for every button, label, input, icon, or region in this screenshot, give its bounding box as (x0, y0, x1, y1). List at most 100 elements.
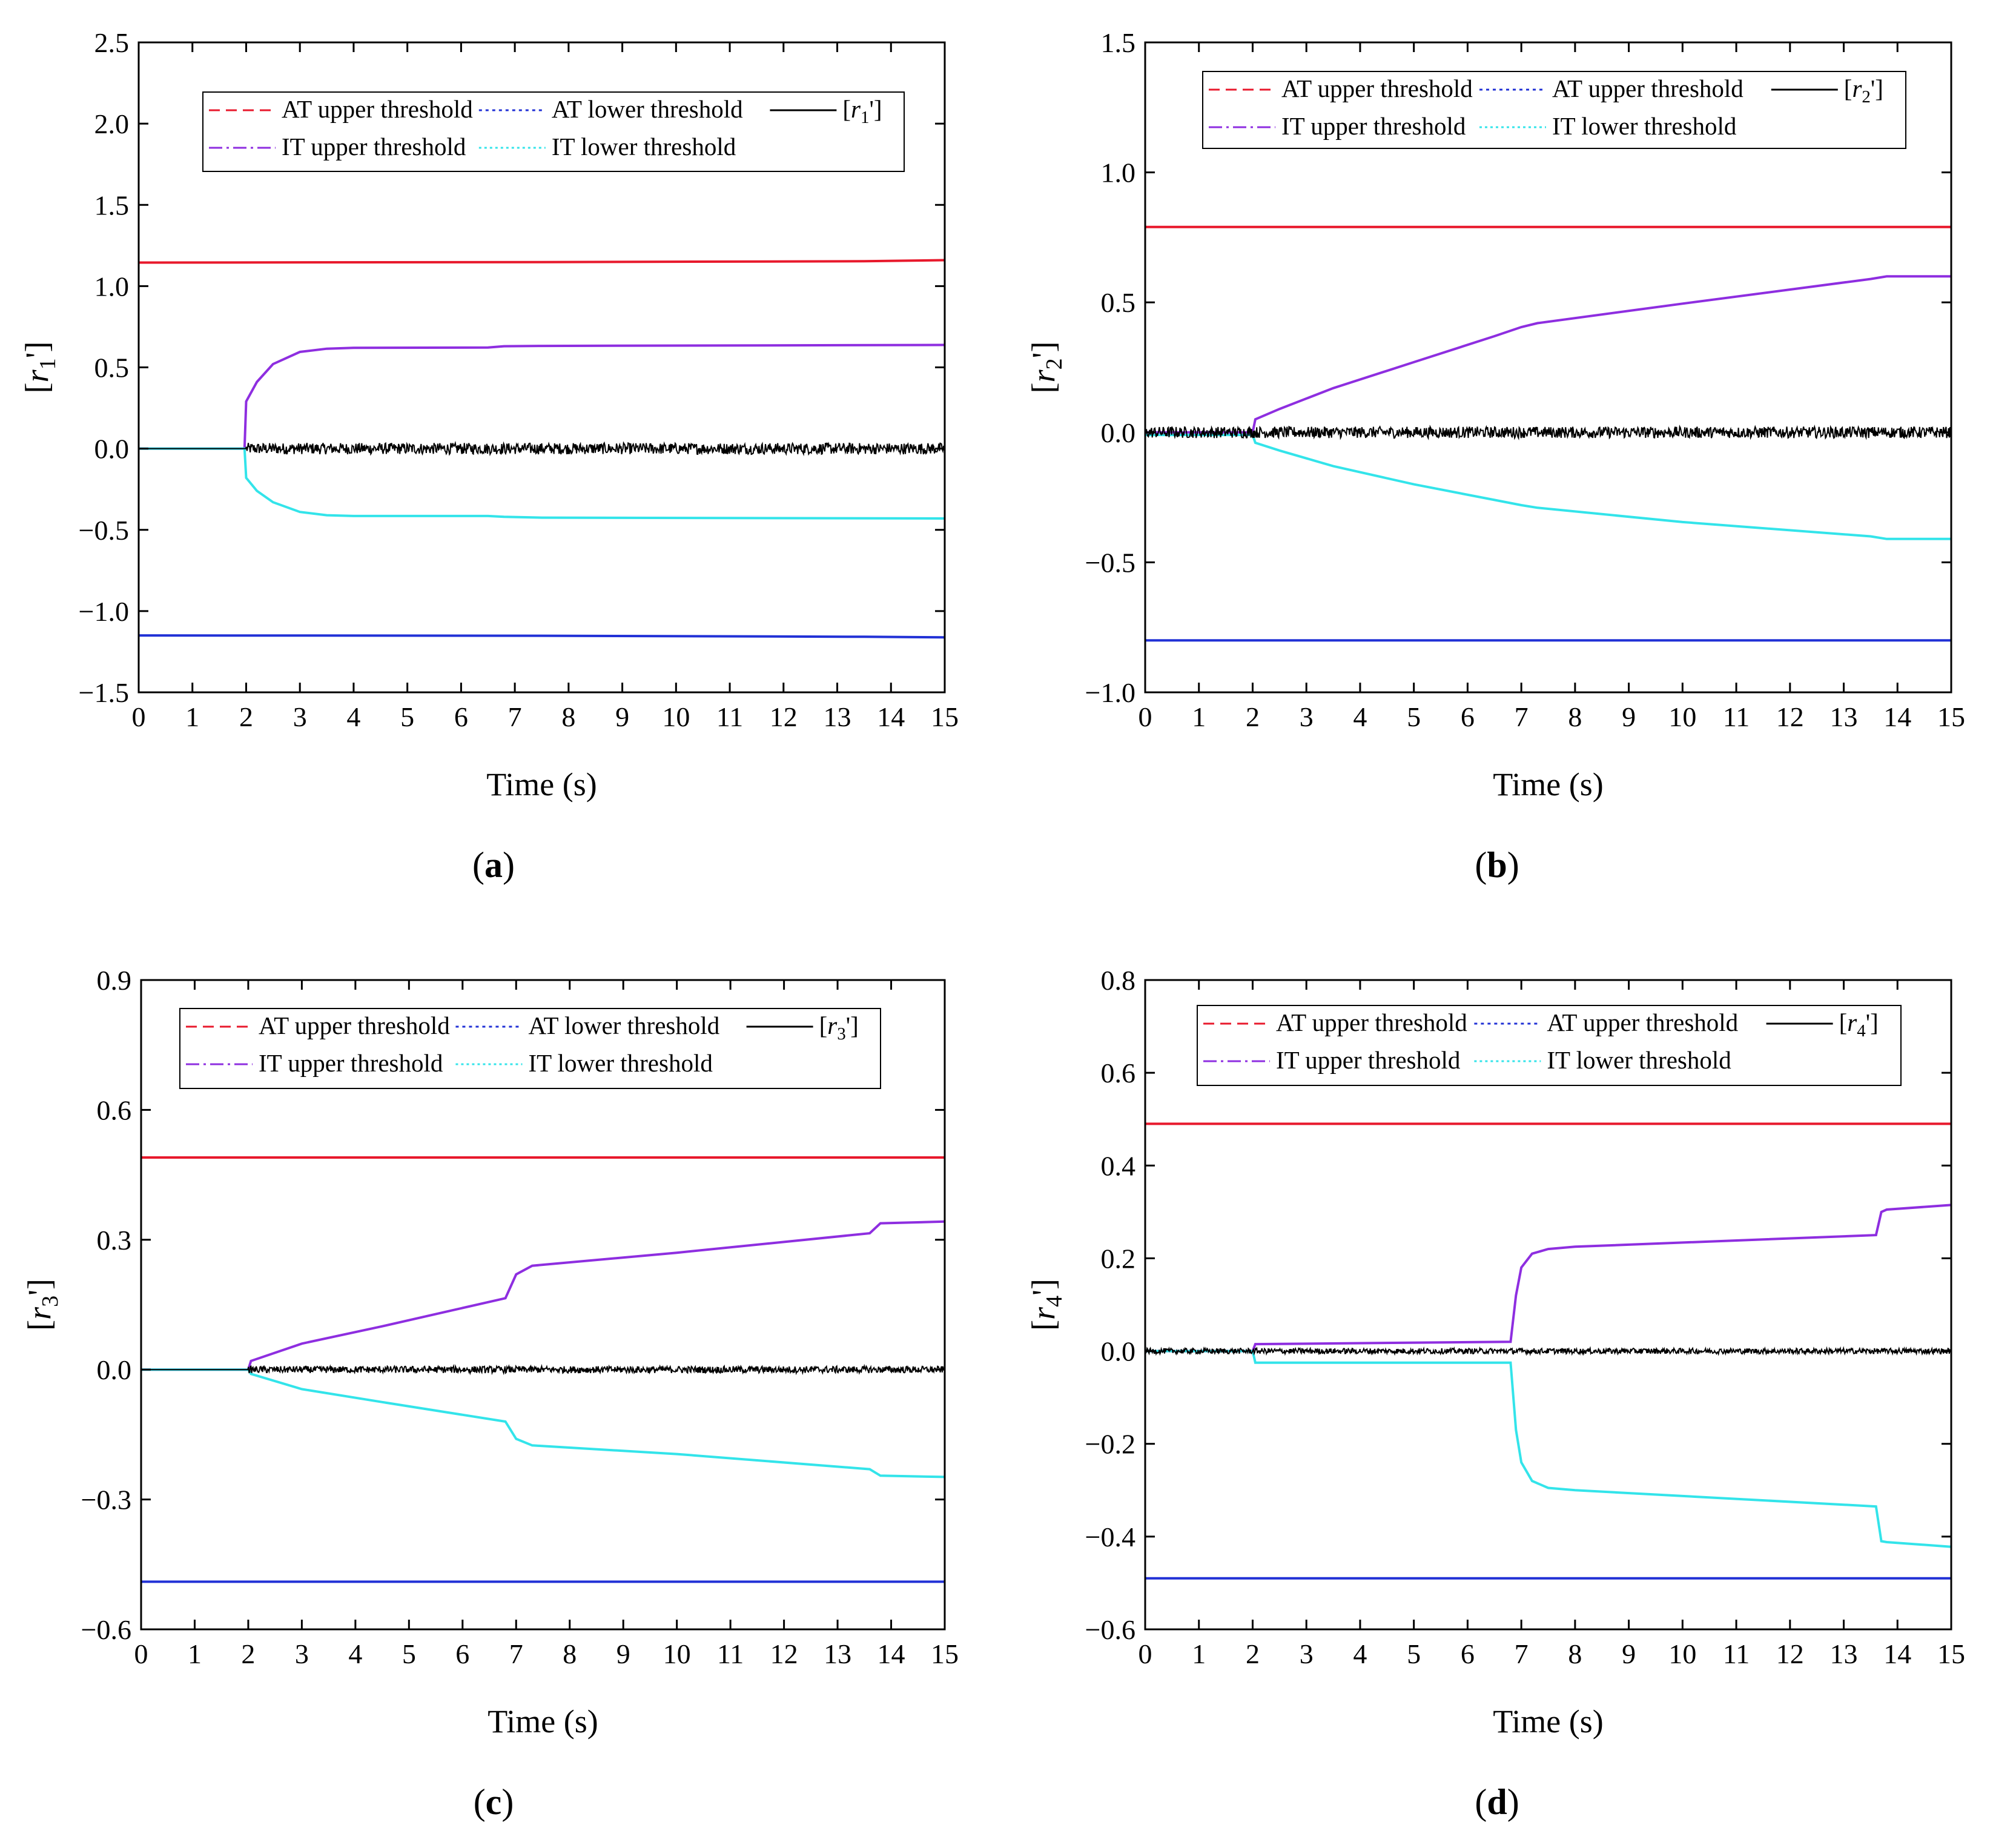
series-line-residual (139, 440, 945, 457)
x-tick-label: 11 (717, 1638, 744, 1669)
x-tick-label: 15 (1937, 701, 1965, 732)
legend-label-at-upper: AT upper threshold (1281, 75, 1473, 102)
legend-label-at-upper: AT upper threshold (282, 95, 473, 123)
x-tick-label: 6 (455, 1638, 469, 1669)
legend-label-it-lower: IT lower threshold (552, 133, 736, 161)
legend-box (179, 1008, 881, 1089)
legend-label-at-upper: AT upper threshold (259, 1012, 450, 1039)
y-axis-title: [r2'] (1025, 342, 1067, 394)
x-tick-label: 4 (348, 1638, 362, 1669)
x-tick-label: 10 (662, 701, 690, 732)
series-line-it-lower (141, 1368, 945, 1479)
x-tick-label: 6 (1461, 1638, 1475, 1669)
legend-label-residual: [r4'] (1839, 1008, 1879, 1041)
legend-label-it-upper: IT upper threshold (282, 133, 466, 161)
x-tick-label: 11 (1723, 1638, 1750, 1669)
y-tick-label: 1.0 (94, 271, 130, 302)
series-group-a (139, 259, 945, 639)
legend: AT upper threshold AT lower threshold [r1'… (202, 91, 905, 172)
series-line-residual (1145, 424, 1951, 440)
y-tick-label: 0.8 (1101, 965, 1136, 996)
y-tick-label: −0.4 (1085, 1522, 1135, 1552)
y-tick-label: 0.5 (1101, 287, 1136, 318)
series-line-residual (141, 1363, 945, 1376)
y-tick-label: 0.0 (97, 1354, 132, 1385)
y-tick-label: −0.3 (81, 1485, 131, 1515)
x-tick-label: 7 (1515, 1638, 1529, 1669)
x-tick-label: 11 (1723, 701, 1750, 732)
x-tick-label: 10 (663, 1638, 691, 1669)
y-tick-label: 0.0 (1101, 1336, 1136, 1367)
series-line-it-lower (1145, 1350, 1951, 1548)
x-tick-label: 3 (1300, 1638, 1314, 1669)
series-line-it-upper (139, 343, 945, 450)
y-tick-label: 1.5 (1101, 27, 1136, 58)
series-line-it-upper (1145, 275, 1951, 434)
legend: AT upper threshold AT upper threshold [r4'… (1197, 1005, 1902, 1086)
x-tick-label: 7 (509, 1638, 523, 1669)
x-tick-label: 0 (1139, 1638, 1152, 1669)
x-tick-label: 6 (454, 701, 468, 732)
x-tick-label: 13 (824, 1638, 851, 1669)
y-tick-label: −0.2 (1085, 1429, 1135, 1460)
y-tick-label: 0.3 (97, 1225, 132, 1256)
x-tick-label: 15 (931, 701, 959, 732)
y-tick-label: −0.5 (79, 515, 129, 546)
x-tick-label: 15 (931, 1638, 959, 1669)
series-line-it-upper (1145, 1204, 1951, 1353)
y-tick-label: 0.5 (94, 353, 130, 383)
legend-label-residual: [r2'] (1844, 75, 1883, 107)
y-tick-label: 0.6 (1101, 1058, 1136, 1088)
x-tick-label: 13 (824, 701, 851, 732)
legend-label-at-lower: AT upper threshold (1547, 1008, 1738, 1036)
x-tick-label: 10 (1668, 701, 1696, 732)
panel-label-a: (a) (472, 845, 515, 885)
series-line-it-lower (1145, 434, 1951, 540)
x-axis-title: Time (s) (486, 766, 597, 803)
x-tick-label: 13 (1830, 1638, 1858, 1669)
x-tick-label: 5 (1407, 1638, 1421, 1669)
y-tick-label: 0.0 (1101, 417, 1136, 448)
legend-label-at-lower: AT lower threshold (528, 1012, 719, 1039)
x-tick-label: 9 (615, 701, 629, 732)
panel-label-d: (d) (1475, 1782, 1519, 1822)
x-tick-label: 9 (1622, 701, 1636, 732)
x-axis-title: Time (s) (488, 1703, 598, 1740)
x-tick-label: 14 (878, 1638, 905, 1669)
legend: AT upper threshold AT lower threshold [r3'… (179, 1008, 881, 1089)
y-tick-label: 0.9 (97, 965, 132, 996)
legend-label-it-upper: IT upper threshold (259, 1049, 443, 1077)
plot-frame (1144, 41, 1952, 694)
legend-label-it-lower: IT lower threshold (528, 1049, 712, 1077)
y-tick-label: −0.5 (1085, 547, 1135, 578)
x-tick-label: 7 (508, 701, 522, 732)
y-tick-label: −0.6 (1085, 1614, 1135, 1645)
x-tick-label: 7 (1515, 701, 1529, 732)
x-tick-label: 2 (1246, 1638, 1260, 1669)
legend: AT upper threshold AT upper threshold [r2'… (1202, 71, 1906, 149)
legend-label-it-upper: IT upper threshold (1281, 112, 1466, 140)
y-tick-label: 1.0 (1101, 157, 1136, 188)
x-tick-label: 0 (1139, 701, 1152, 732)
y-axis-title: [r4'] (1025, 1279, 1067, 1331)
x-tick-label: 4 (346, 701, 360, 732)
y-tick-label: 0.2 (1101, 1243, 1136, 1274)
x-tick-label: 0 (134, 1638, 148, 1669)
x-tick-label: 8 (563, 1638, 577, 1669)
chart-panel-b: 0 1 2 3 4 5 6 7 8 9 10 11 12 13 14 15−1.0−0.50.00.51.01… (1025, 27, 1965, 885)
x-axis-title: Time (s) (1493, 1703, 1604, 1740)
x-tick-label: 14 (877, 701, 905, 732)
x-tick-label: 15 (1937, 1638, 1965, 1669)
plot-frame (140, 979, 946, 1631)
x-tick-label: 11 (716, 701, 743, 732)
x-tick-label: 1 (185, 701, 199, 732)
legend-label-it-lower: IT lower threshold (1552, 112, 1736, 140)
x-tick-label: 13 (1830, 701, 1858, 732)
y-tick-label: 1.5 (94, 190, 130, 220)
y-tick-label: 2.0 (94, 108, 130, 139)
x-tick-label: 8 (1568, 1638, 1582, 1669)
legend-label-at-lower: AT lower threshold (552, 95, 743, 123)
series-line-at-upper (139, 259, 945, 264)
y-tick-label: 2.5 (94, 27, 130, 58)
legend-label-it-lower: IT lower threshold (1547, 1046, 1731, 1074)
